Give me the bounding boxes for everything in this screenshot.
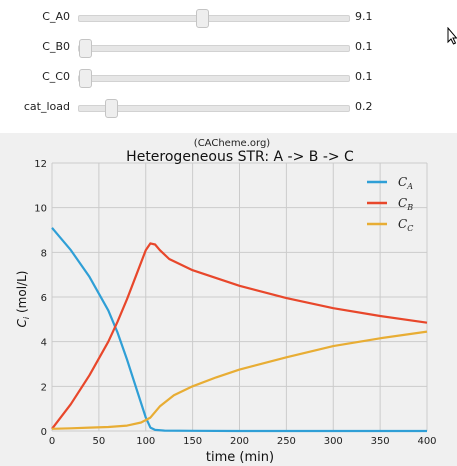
legend-label: CA: [398, 175, 413, 191]
series-line-c-b: [51, 242, 428, 430]
legend-label: CB: [398, 196, 413, 212]
x-tick-label: 150: [183, 436, 202, 447]
x-tick-label: 50: [93, 436, 106, 447]
slider-track[interactable]: [78, 69, 350, 88]
slider-track[interactable]: [78, 9, 350, 28]
y-axis-label: Ci (mol/L): [15, 271, 31, 328]
slider-value: 0.1: [355, 70, 373, 83]
y-axis-label-symbol: C: [15, 318, 29, 327]
grid-lines: [51, 162, 428, 432]
chart-subtitle: (CACheme.org): [194, 138, 270, 149]
slider-value: 9.1: [355, 10, 373, 23]
slider-handle[interactable]: [196, 9, 210, 28]
y-tick-label: 4: [41, 338, 47, 349]
slider-label: cat_load: [23, 100, 70, 113]
y-tick-label: 6: [41, 293, 47, 304]
y-tick-label: 8: [41, 248, 47, 259]
x-axis-label: time (min): [206, 450, 274, 465]
y-tick-label: 10: [34, 204, 47, 215]
slider-track[interactable]: [78, 99, 350, 118]
y-tick-label: 2: [41, 382, 47, 393]
mouse-pointer-icon: [447, 27, 457, 45]
x-tick-label: 0: [49, 436, 55, 447]
y-tick-label: 12: [34, 159, 47, 170]
slider-value: 0.1: [355, 40, 373, 53]
slider-handle[interactable]: [79, 69, 92, 88]
slider-label: C_A0: [42, 10, 70, 23]
slider-value: 0.2: [355, 100, 373, 113]
x-tick-label: 200: [230, 436, 249, 447]
slider-label: C_B0: [42, 40, 70, 53]
x-tick-label: 400: [417, 436, 436, 447]
slider-c-a0: C_A0 9.1: [0, 7, 380, 29]
y-tick-label: 0: [41, 427, 47, 438]
concentration-chart: 0 50 100 150 200 250 300 350 400 0 2 4 6 8 10 12 (CAChe…: [0, 133, 457, 466]
slider-cat-load: cat_load 0.2: [0, 97, 380, 119]
slider-track[interactable]: [78, 39, 350, 58]
y-axis-label-unit: (mol/L): [15, 271, 29, 317]
slider-c-b0: C_B0 0.1: [0, 37, 380, 59]
slider-c-c0: C_C0 0.1: [0, 67, 380, 89]
legend-label: CC: [398, 217, 413, 233]
series-line-c-c: [51, 330, 428, 430]
x-tick-label: 300: [324, 436, 343, 447]
x-tick-label: 100: [136, 436, 155, 447]
slider-handle[interactable]: [104, 99, 118, 118]
slider-label: C_C0: [42, 70, 70, 83]
x-tick-label: 350: [371, 436, 390, 447]
tick-labels: 0 50 100 150 200 250 300 350 400 0 2 4 6 8 10 12: [34, 159, 436, 447]
y-axis-label-subscript: i: [22, 316, 31, 319]
legend: CA CB CC: [367, 175, 413, 233]
series-lines: [51, 227, 428, 433]
x-tick-label: 250: [277, 436, 296, 447]
series-line-c-a: [51, 227, 427, 433]
chart-title: Heterogeneous STR: A -> B -> C: [126, 149, 354, 165]
slider-handle[interactable]: [79, 39, 92, 58]
